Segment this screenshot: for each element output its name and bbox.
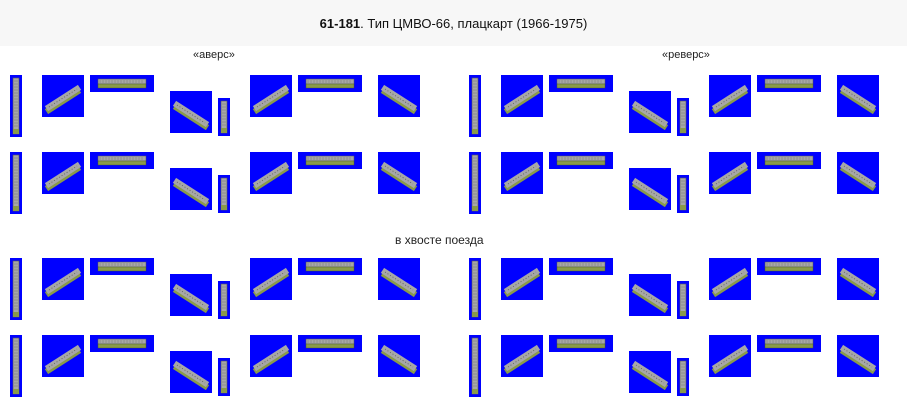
wagon-sprite-diagonal-ne: [501, 258, 543, 300]
title-text: . Тип ЦМВО-66, плацкарт (1966-1975): [360, 16, 588, 31]
wagon-sprite-diagonal-sw: [709, 335, 751, 377]
wagon-sprite-diagonal-nw: [378, 258, 420, 300]
wagon-sprite-horizontal-west: [298, 75, 362, 92]
wagon-sprite-diagonal-sw: [250, 75, 292, 117]
wagon-sprite-vertical-south: [677, 98, 689, 136]
wagon-sprite-diagonal-nw: [837, 335, 879, 377]
wagon-sprite-diagonal-nw: [378, 335, 420, 377]
wagon-sprite-diagonal-nw: [837, 75, 879, 117]
wagon-sprite-vertical-south: [218, 358, 230, 396]
wagon-sprite-diagonal-se: [629, 91, 671, 133]
wagon-sprite-vertical-north: [469, 258, 481, 320]
wagon-sprite-vertical-south: [218, 175, 230, 213]
wagon-sprite-vertical-north: [469, 75, 481, 137]
wagon-sprite-horizontal-west: [757, 258, 821, 275]
wagon-sprite-horizontal-west: [757, 75, 821, 92]
wagon-sprite-diagonal-ne: [42, 152, 84, 194]
wagon-sprite-diagonal-nw: [837, 258, 879, 300]
wagon-sprite-vertical-north: [469, 335, 481, 397]
wagon-sprite-diagonal-se: [629, 351, 671, 393]
wagon-sprite-vertical-north: [10, 258, 22, 320]
wagon-sprite-horizontal-east: [90, 258, 154, 275]
wagon-sprite-vertical-north: [10, 152, 22, 214]
wagon-sprite-vertical-north: [469, 152, 481, 214]
label-revers: «реверс»: [662, 49, 710, 61]
title-code: 61-181: [319, 16, 361, 31]
wagon-sprite-vertical-south: [218, 281, 230, 319]
wagon-sprite-diagonal-ne: [42, 75, 84, 117]
wagon-sprite-horizontal-west: [757, 152, 821, 169]
wagon-sprite-horizontal-west: [298, 152, 362, 169]
wagon-sprite-diagonal-se: [170, 168, 212, 210]
wagon-sprite-diagonal-sw: [709, 75, 751, 117]
wagon-sprite-vertical-south: [677, 175, 689, 213]
wagon-sprite-diagonal-se: [170, 91, 212, 133]
wagon-sprite-horizontal-east: [549, 75, 613, 92]
wagon-sprite-horizontal-east: [549, 258, 613, 275]
wagon-sprite-horizontal-west: [298, 335, 362, 352]
wagon-sprite-horizontal-east: [90, 152, 154, 169]
wagon-sprite-vertical-north: [10, 75, 22, 137]
wagon-sprite-diagonal-sw: [709, 152, 751, 194]
wagon-sprite-vertical-south: [218, 98, 230, 136]
wagon-sprite-diagonal-ne: [501, 152, 543, 194]
wagon-sprite-horizontal-east: [549, 335, 613, 352]
title-bar: [0, 0, 907, 46]
wagon-sprite-diagonal-ne: [42, 335, 84, 377]
wagon-sprite-diagonal-nw: [378, 152, 420, 194]
wagon-sprite-diagonal-se: [170, 274, 212, 316]
wagon-sprite-diagonal-nw: [378, 75, 420, 117]
wagon-sprite-diagonal-ne: [501, 75, 543, 117]
wagon-sprite-diagonal-nw: [837, 152, 879, 194]
wagon-sprite-horizontal-east: [90, 75, 154, 92]
wagon-sprite-horizontal-west: [298, 258, 362, 275]
wagon-sprite-diagonal-sw: [250, 258, 292, 300]
wagon-sprite-diagonal-se: [170, 351, 212, 393]
wagon-sprite-horizontal-east: [549, 152, 613, 169]
wagon-sprite-horizontal-west: [757, 335, 821, 352]
label-tail: в хвосте поезда: [395, 233, 484, 247]
page-title: 61-181. Тип ЦМВО-66, плацкарт (1966-1975…: [0, 16, 907, 31]
wagon-sprite-diagonal-sw: [250, 152, 292, 194]
wagon-sprite-vertical-south: [677, 358, 689, 396]
wagon-sprite-diagonal-se: [629, 168, 671, 210]
wagon-sprite-diagonal-ne: [42, 258, 84, 300]
label-avers: «аверс»: [193, 49, 235, 61]
wagon-sprite-diagonal-se: [629, 274, 671, 316]
wagon-sprite-vertical-south: [677, 281, 689, 319]
wagon-sprite-diagonal-sw: [250, 335, 292, 377]
wagon-sprite-vertical-north: [10, 335, 22, 397]
wagon-sprite-diagonal-ne: [501, 335, 543, 377]
wagon-sprite-horizontal-east: [90, 335, 154, 352]
wagon-sprite-diagonal-sw: [709, 258, 751, 300]
